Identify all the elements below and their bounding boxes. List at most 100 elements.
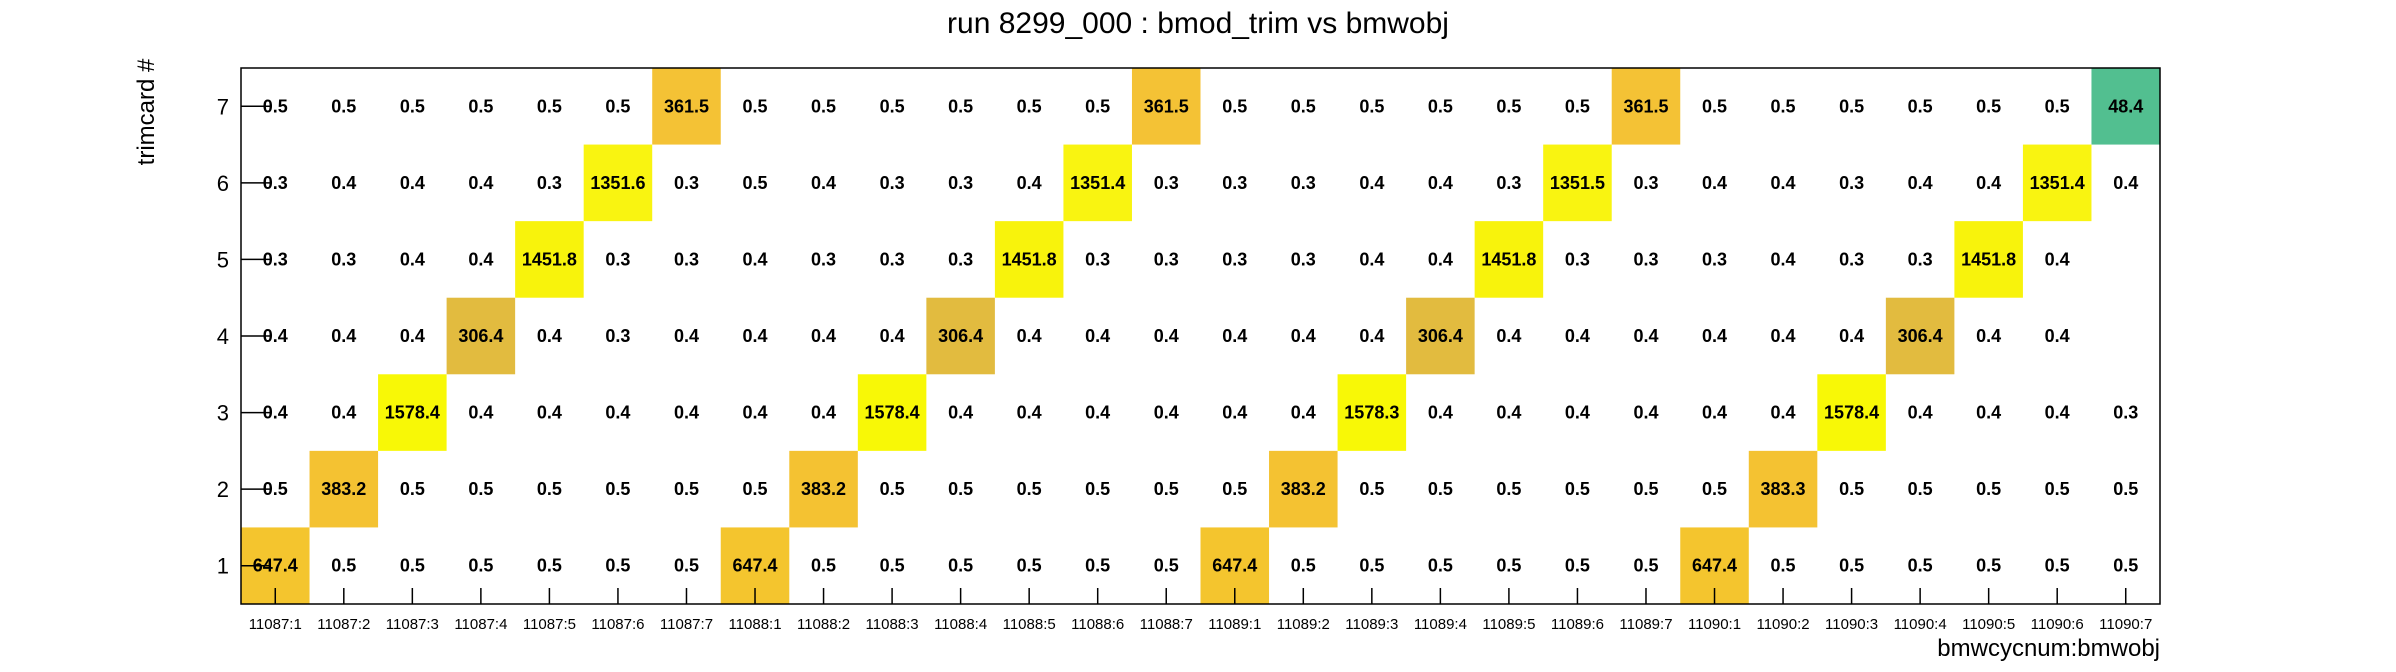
heatmap-cell (1337, 374, 1407, 451)
y-tick-label: 5 (217, 247, 229, 272)
cell-value-label: 0.4 (605, 403, 630, 423)
cell-value-label: 0.5 (331, 556, 356, 576)
cell-value-label: 0.5 (1154, 556, 1179, 576)
y-tick-label: 1 (217, 554, 229, 579)
heatmap-cell (789, 450, 858, 528)
x-tick-label: 11090:5 (1962, 616, 2015, 633)
cell-value-label: 0.5 (1839, 479, 1864, 499)
cell-value-label: 1578.3 (1344, 403, 1399, 423)
cell-value-label: 0.4 (2045, 249, 2070, 269)
cell-value-label: 0.4 (331, 173, 356, 193)
cell-value-label: 0.5 (263, 96, 288, 116)
heatmap-cell (1748, 450, 1818, 528)
cell-value-label: 0.5 (1565, 556, 1590, 576)
cell-value-label: 0.3 (948, 173, 973, 193)
cell-value-label: 0.5 (1496, 96, 1521, 116)
cell-value-label: 0.5 (674, 479, 699, 499)
cell-value-label: 0.5 (743, 173, 768, 193)
cell-value-label: 0.4 (1702, 173, 1727, 193)
cell-value-label: 1351.6 (590, 173, 645, 193)
cell-value-label: 0.4 (1291, 326, 1316, 346)
heatmap-cell (1063, 144, 1132, 222)
cell-value-label: 1578.4 (865, 403, 920, 423)
cell-value-label: 0.4 (1633, 403, 1658, 423)
cell-value-label: 306.4 (1418, 326, 1463, 346)
cell-value-label: 0.4 (1428, 403, 1453, 423)
cell-value-label: 1351.4 (2030, 173, 2085, 193)
cell-value-label: 0.4 (468, 403, 493, 423)
cell-value-label: 0.5 (2045, 479, 2070, 499)
cell-value-label: 0.4 (537, 403, 562, 423)
cell-value-label: 0.4 (674, 326, 699, 346)
cell-value-label: 0.5 (1359, 479, 1384, 499)
cell-value-label: 0.5 (1017, 96, 1042, 116)
cell-value-label: 0.4 (1908, 173, 1933, 193)
cell-value-label: 0.4 (468, 173, 493, 193)
cell-value-label: 0.4 (1085, 403, 1110, 423)
cell-value-label: 0.3 (1222, 249, 1247, 269)
cell-value-label: 0.3 (263, 249, 288, 269)
cell-value-label: 0.4 (2045, 403, 2070, 423)
cell-value-label: 0.5 (1291, 556, 1316, 576)
cell-value-label: 0.4 (1085, 326, 1110, 346)
cell-value-label: 0.5 (400, 479, 425, 499)
cell-value-label: 383.2 (801, 479, 846, 499)
y-tick-label: 7 (217, 94, 229, 119)
cell-value-label: 0.3 (880, 249, 905, 269)
cell-value-label: 0.3 (2113, 403, 2138, 423)
cell-value-label: 0.5 (1428, 96, 1453, 116)
cell-value-label: 647.4 (1212, 556, 1257, 576)
cell-value-label: 0.4 (468, 249, 493, 269)
cell-value-label: 0.5 (468, 479, 493, 499)
cell-value-label: 306.4 (1898, 326, 1943, 346)
cell-value-label: 0.3 (263, 173, 288, 193)
x-tick-label: 11087:4 (454, 616, 507, 633)
cell-value-label: 0.4 (1496, 403, 1521, 423)
cell-value-label: 0.5 (1702, 479, 1727, 499)
heatmap-cells (241, 68, 2160, 604)
cell-value-label: 0.3 (880, 173, 905, 193)
cell-value-label: 0.5 (948, 96, 973, 116)
cell-value-label: 0.5 (1839, 556, 1864, 576)
cell-value-label: 647.4 (732, 556, 777, 576)
cell-value-label: 0.3 (1085, 249, 1110, 269)
cell-value-label: 0.5 (331, 96, 356, 116)
cell-value-label: 1451.8 (1961, 249, 2016, 269)
cell-value-label: 0.5 (1908, 556, 1933, 576)
cell-value-label: 0.4 (1839, 326, 1864, 346)
cell-value-label: 0.5 (1839, 96, 1864, 116)
cell-value-label: 0.5 (1017, 479, 1042, 499)
cell-value-label: 383.3 (1761, 479, 1806, 499)
cell-value-label: 0.5 (400, 96, 425, 116)
cell-value-label: 647.4 (253, 556, 298, 576)
cell-value-label: 0.5 (1359, 556, 1384, 576)
cell-value-label: 0.4 (1771, 173, 1796, 193)
cell-value-label: 0.5 (948, 556, 973, 576)
cell-value-label: 0.4 (1222, 403, 1247, 423)
x-tick-label: 11089:4 (1414, 616, 1467, 633)
cell-value-label: 1451.8 (1481, 249, 1536, 269)
x-tick-label: 11088:5 (1003, 616, 1056, 633)
cell-value-label: 0.5 (1359, 96, 1384, 116)
cell-value-label: 0.3 (811, 249, 836, 269)
heatmap-cell (2022, 144, 2092, 222)
x-tick-label: 11087:2 (317, 616, 370, 633)
heatmap-cell (1131, 68, 1201, 145)
cell-value-label: 0.5 (1496, 479, 1521, 499)
y-tick-label: 2 (217, 477, 229, 502)
cell-value-label: 0.5 (1976, 556, 2001, 576)
cell-value-label: 0.5 (880, 96, 905, 116)
cell-value-label: 0.3 (674, 173, 699, 193)
cell-value-label: 0.4 (1702, 403, 1727, 423)
cell-value-label: 0.5 (2045, 96, 2070, 116)
cell-value-label: 0.5 (948, 479, 973, 499)
cell-value-label: 0.5 (2045, 556, 2070, 576)
cell-value-label: 0.4 (263, 326, 288, 346)
cell-value-label: 0.3 (1633, 173, 1658, 193)
x-tick-label: 11090:2 (1756, 616, 1809, 633)
cell-value-label: 0.5 (1085, 479, 1110, 499)
heatmap-cell (515, 221, 584, 298)
cell-value-label: 0.4 (1222, 326, 1247, 346)
cell-value-label: 0.5 (537, 479, 562, 499)
y-axis: 1 2 3 4 5 6 7 (217, 94, 271, 579)
